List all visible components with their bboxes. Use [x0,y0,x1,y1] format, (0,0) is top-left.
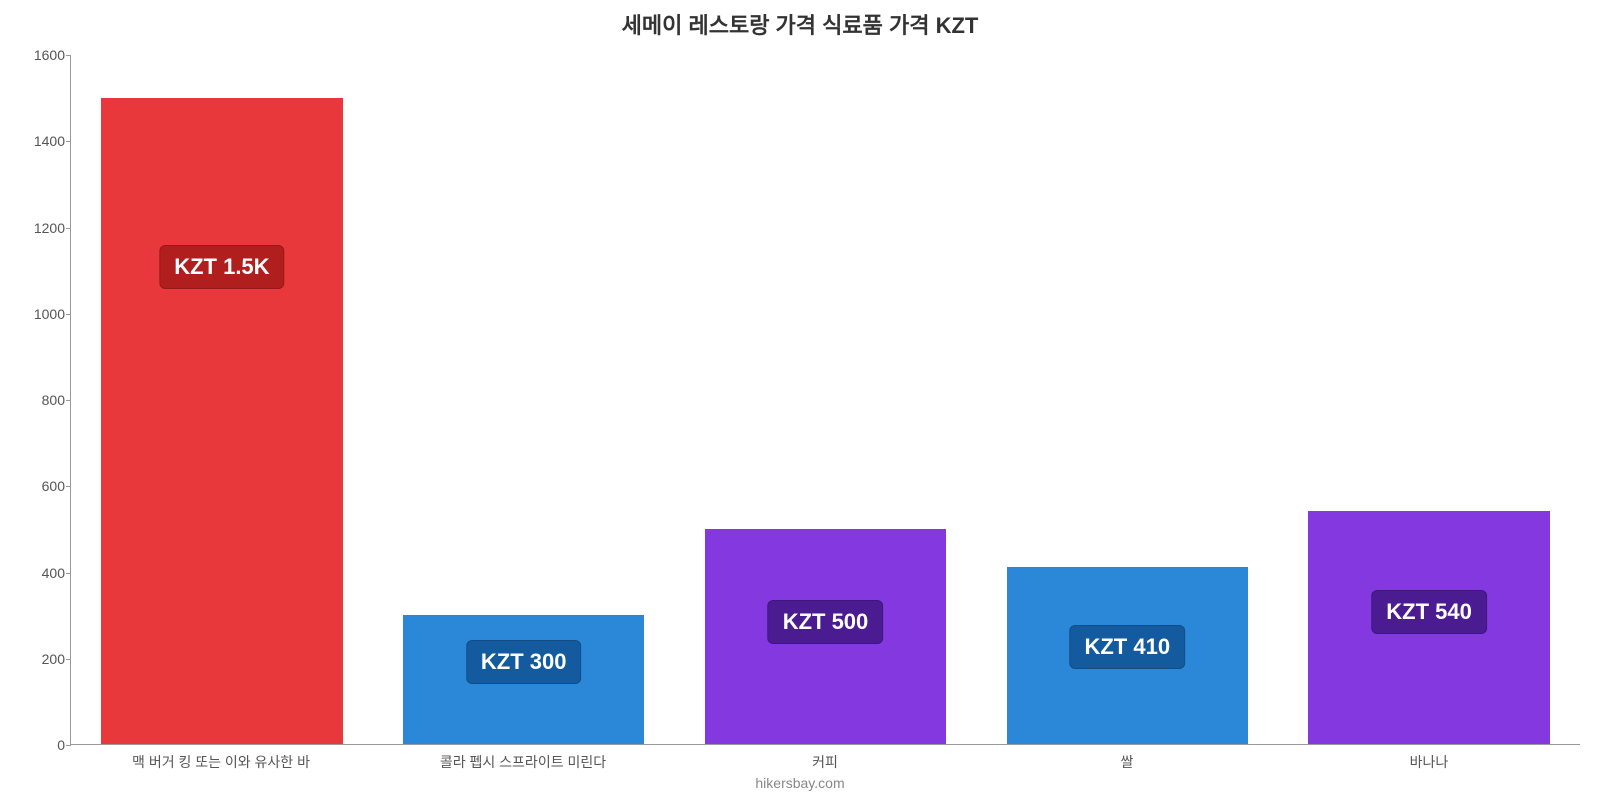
y-tick-label: 1000 [15,306,65,322]
x-tick-label: 맥 버거 킹 또는 이와 유사한 바 [70,752,372,772]
bar-slot: KZT 410 [976,55,1278,744]
y-tick-label: 600 [15,478,65,494]
y-tick-label: 1400 [15,133,65,149]
plot: KZT 1.5K KZT 300 KZT 500 KZT 410 KZT 540 [70,55,1580,745]
x-tick-label: 쌀 [976,752,1278,772]
value-badge: KZT 540 [1371,590,1487,634]
y-tick-label: 1200 [15,220,65,236]
y-axis: 02004006008001000120014001600 [15,55,65,745]
chart-plot-area: 02004006008001000120014001600 KZT 1.5KKZ… [70,55,1580,745]
chart-title: 세메이 레스토랑 가격 식료품 가격 KZT [0,0,1600,40]
x-tick-label: 바나나 [1278,752,1580,772]
value-badge: KZT 500 [768,600,884,644]
y-tick-label: 0 [15,737,65,753]
bar-slot: KZT 300 [373,55,675,744]
y-tick-label: 1600 [15,47,65,63]
y-tick-label: 400 [15,565,65,581]
y-tick-label: 800 [15,392,65,408]
bar-slot: KZT 1.5K [71,55,373,744]
y-tick-mark [66,745,71,746]
x-axis-labels: 맥 버거 킹 또는 이와 유사한 바콜라 펩시 스프라이트 미린다커피쌀바나나 [70,748,1580,778]
attribution-text: hikersbay.com [0,775,1600,791]
value-badge: KZT 410 [1069,625,1185,669]
y-tick-label: 200 [15,651,65,667]
value-badge: KZT 1.5K [159,245,284,289]
bar-slot: KZT 540 [1278,55,1580,744]
bar-slot: KZT 500 [675,55,977,744]
value-badge: KZT 300 [466,640,582,684]
x-tick-label: 콜라 펩시 스프라이트 미린다 [372,752,674,772]
x-tick-label: 커피 [674,752,976,772]
bar [101,98,342,744]
